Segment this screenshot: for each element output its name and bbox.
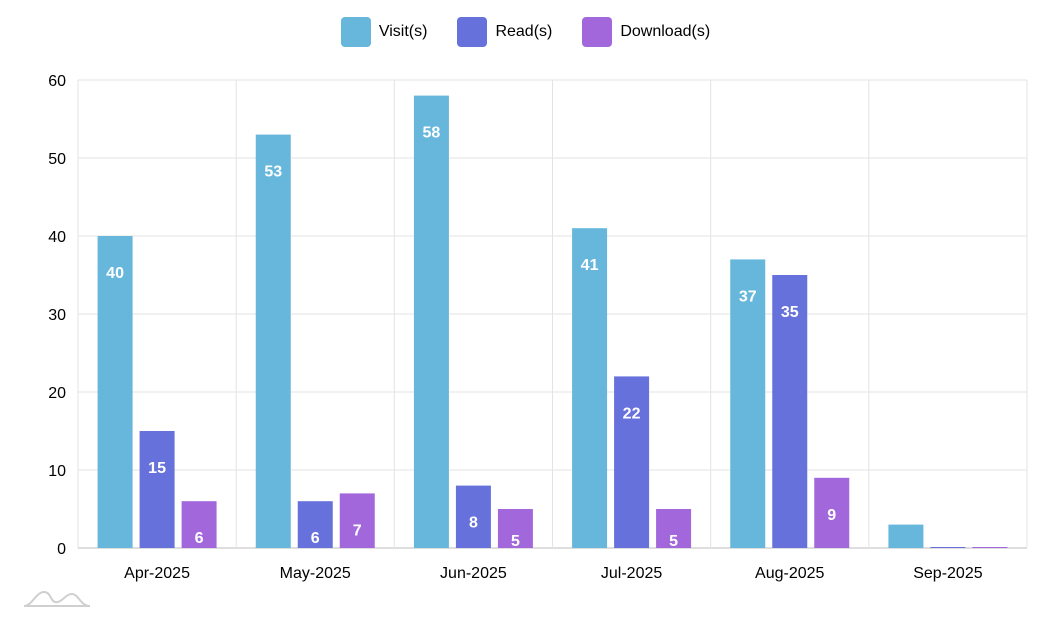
bar-downloads[interactable] [656,509,692,548]
bar-downloads[interactable] [181,501,217,548]
bar-downloads[interactable] [497,509,533,548]
x-tick-label: Sep-2025 [913,565,982,582]
bar-visits[interactable] [888,524,924,548]
bar-visits[interactable] [255,134,291,548]
y-tick-label: 10 [48,463,66,480]
bar-visits[interactable] [413,95,449,548]
data-label: 8 [469,515,478,532]
data-label: 15 [148,460,166,477]
grid-lines [77,79,1028,549]
legend-item-reads[interactable]: Read(s) [457,17,552,47]
bar-visits[interactable] [572,228,608,548]
data-label: 58 [423,125,441,142]
data-label: 37 [739,288,757,305]
bar-reads[interactable] [297,501,333,548]
data-label: 6 [195,530,204,547]
bar-downloads[interactable] [972,547,1008,548]
legend-item-downloads[interactable]: Download(s) [582,17,710,47]
data-label: 41 [581,257,599,274]
y-tick-label: 40 [48,229,66,246]
y-tick-label: 0 [57,541,66,558]
data-label: 5 [669,533,678,550]
legend-swatch-reads [457,17,488,47]
x-tick-label: Jun-2025 [440,565,507,582]
legend-swatch-downloads [582,17,613,47]
legend-label-reads: Read(s) [495,23,553,40]
data-label: 53 [264,164,282,181]
y-tick-label: 50 [48,151,66,168]
data-label: 9 [827,507,836,524]
bar-reads[interactable] [930,547,966,548]
bar-downloads[interactable] [814,477,850,548]
data-label: 5 [511,533,520,550]
bar-reads[interactable] [614,376,650,548]
bar-downloads[interactable] [339,493,375,548]
legend-label-downloads: Download(s) [620,23,711,40]
legend: Visit(s) Read(s) Download(s) [0,16,1051,48]
y-tick-label: 60 [48,73,66,90]
bar-reads[interactable] [139,431,175,548]
legend-swatch-visits [340,17,371,47]
data-label: 6 [311,530,320,547]
y-axis: 0 10 20 30 40 50 60 [48,73,66,558]
bar-visits[interactable] [730,259,766,548]
data-label: 7 [353,522,362,539]
data-label: 22 [623,405,641,422]
legend-label-visits: Visit(s) [378,23,428,40]
data-label: 40 [106,265,124,282]
bars: 40 15 6 53 6 7 58 8 5 41 22 5 37 35 9 [97,95,1008,550]
chart-logo-icon [23,590,90,607]
x-tick-label: Apr-2025 [124,565,190,582]
x-tick-label: Aug-2025 [755,565,824,582]
x-tick-label: May-2025 [280,565,351,582]
y-tick-label: 30 [48,307,66,324]
data-label: 35 [781,304,799,321]
y-tick-label: 20 [48,385,66,402]
bar-visits[interactable] [97,236,133,548]
x-axis: Apr-2025 May-2025 Jun-2025 Jul-2025 Aug-2025… [124,565,983,582]
bar-reads[interactable] [455,485,491,548]
x-tick-label: Jul-2025 [601,565,662,582]
legend-item-visits[interactable]: Visit(s) [340,17,428,47]
bar-reads[interactable] [772,275,808,548]
